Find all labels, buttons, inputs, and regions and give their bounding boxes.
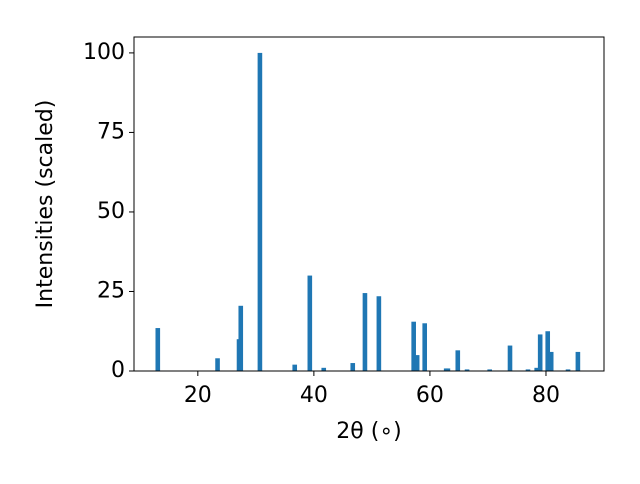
y-axis-label: Intensities (scaled)	[33, 100, 58, 309]
bar	[565, 369, 571, 371]
bar	[548, 351, 554, 371]
bar	[422, 323, 428, 371]
bar	[507, 345, 513, 371]
bar	[215, 358, 220, 371]
bar	[545, 331, 551, 371]
y-tick-label: 25	[97, 278, 125, 303]
bar	[155, 328, 161, 371]
bar	[307, 275, 313, 371]
x-tick-label: 80	[532, 383, 560, 408]
bar	[414, 355, 420, 371]
bar	[537, 334, 543, 371]
bar	[362, 293, 368, 371]
x-axis-label: 2θ (∘)	[336, 419, 401, 444]
x-tick-label: 60	[416, 383, 444, 408]
bar	[238, 305, 244, 371]
bar	[455, 350, 461, 371]
bar	[321, 367, 327, 371]
bar	[376, 296, 382, 371]
plot-frame	[133, 36, 605, 372]
y-tick-label: 75	[97, 119, 125, 144]
y-tick-label: 50	[97, 199, 125, 224]
bar	[487, 369, 492, 371]
y-tick-label: 100	[83, 40, 125, 65]
bar	[411, 321, 416, 371]
bar	[292, 364, 298, 371]
bar	[575, 351, 581, 371]
x-tick-label: 20	[184, 383, 212, 408]
bar	[257, 52, 263, 372]
x-tick-label: 40	[300, 383, 328, 408]
bar	[350, 363, 356, 371]
y-tick-label: 0	[111, 358, 125, 383]
bar	[534, 367, 539, 371]
bar	[445, 368, 451, 371]
bar	[464, 369, 470, 371]
bar	[525, 369, 531, 371]
